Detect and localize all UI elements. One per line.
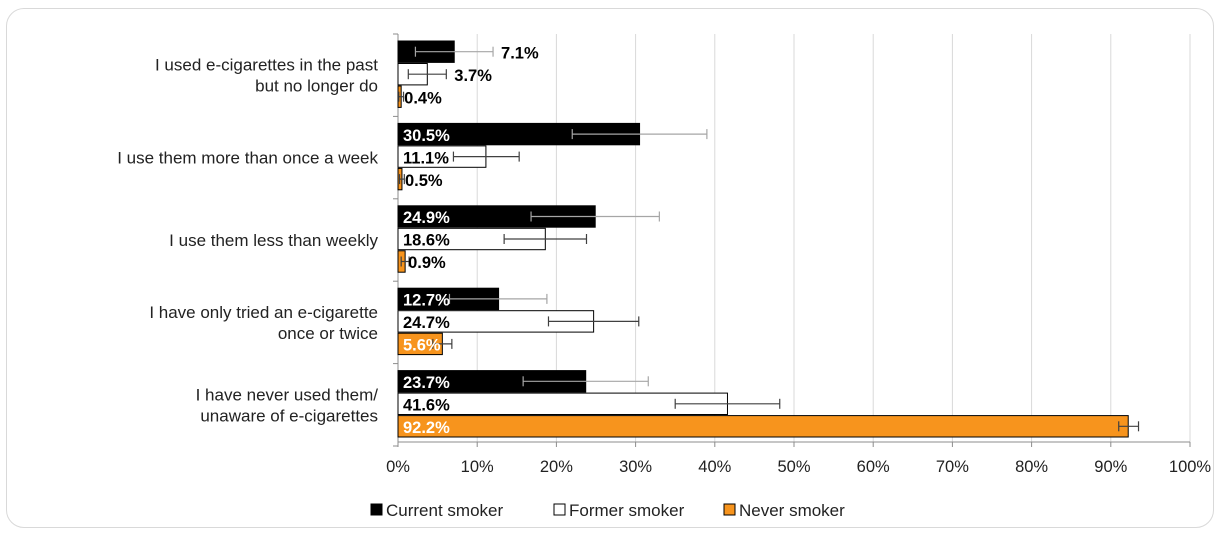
value-label: 12.7% xyxy=(403,292,450,310)
legend-label: Never smoker xyxy=(739,501,845,520)
x-tick-label: 100% xyxy=(1169,458,1212,476)
value-label: 0.9% xyxy=(408,254,446,272)
category-label: I have never used them/ xyxy=(196,385,379,404)
category-label: I have only tried an e-cigarette xyxy=(149,303,378,322)
value-label: 18.6% xyxy=(403,232,450,250)
value-label: 23.7% xyxy=(403,374,450,392)
x-tick-label: 90% xyxy=(1094,458,1127,476)
category-label: unaware of e-cigarettes xyxy=(200,406,378,425)
value-label: 3.7% xyxy=(454,67,492,85)
x-tick-label: 70% xyxy=(936,458,969,476)
category-label: I used e-cigarettes in the past xyxy=(155,56,378,75)
value-label: 24.7% xyxy=(403,314,450,332)
chart-frame xyxy=(6,8,1214,528)
x-tick-label: 30% xyxy=(619,458,652,476)
value-label: 92.2% xyxy=(403,419,450,437)
legend-label: Former smoker xyxy=(569,501,685,520)
bar xyxy=(397,415,1129,438)
x-tick-label: 60% xyxy=(857,458,890,476)
category-label: but no longer do xyxy=(255,77,378,96)
legend-swatch xyxy=(553,503,566,516)
value-label: 11.1% xyxy=(403,149,449,167)
category-label: I use them less than weekly xyxy=(169,231,378,250)
x-tick-label: 40% xyxy=(698,458,731,476)
value-label: 30.5% xyxy=(403,127,450,145)
legend-label: Current smoker xyxy=(386,501,503,520)
value-label: 0.5% xyxy=(405,172,443,190)
value-label: 7.1% xyxy=(501,44,539,62)
x-tick-label: 80% xyxy=(1015,458,1048,476)
category-label: I use them more than once a week xyxy=(117,149,378,168)
legend-swatch xyxy=(723,503,736,516)
category-label: once or twice xyxy=(278,324,378,343)
value-label: 41.6% xyxy=(403,397,450,415)
x-tick-label: 50% xyxy=(777,458,810,476)
x-tick-label: 10% xyxy=(461,458,494,476)
legend-swatch xyxy=(370,503,383,516)
value-label: 5.6% xyxy=(403,337,441,355)
x-tick-label: 20% xyxy=(540,458,573,476)
value-label: 0.4% xyxy=(404,89,442,107)
x-tick-label: 0% xyxy=(386,458,410,476)
value-label: 24.9% xyxy=(403,209,450,227)
